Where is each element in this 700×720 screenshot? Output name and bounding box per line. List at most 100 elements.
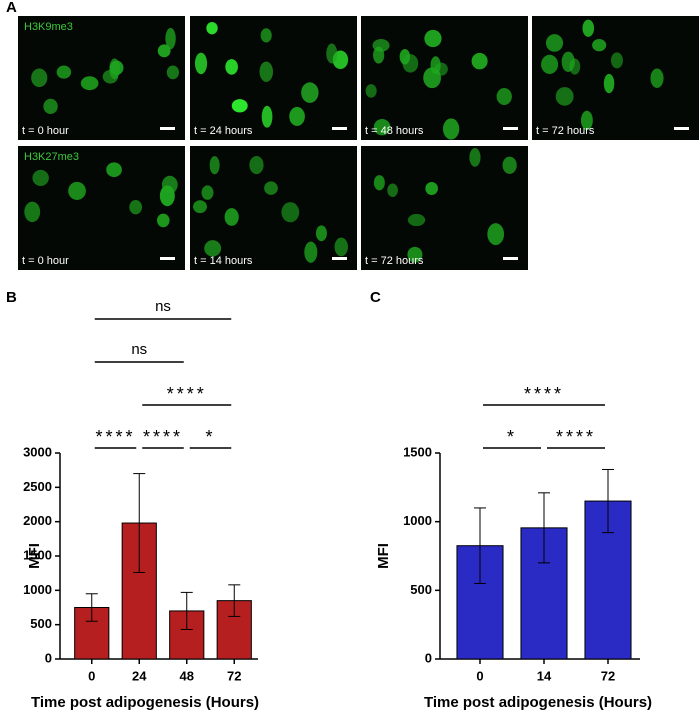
significance-label: **** (524, 384, 564, 404)
nucleus (326, 43, 338, 64)
x-tick-label: 72 (227, 668, 241, 683)
scale-bar (503, 127, 518, 130)
nucleus (201, 185, 214, 200)
nucleus (24, 201, 41, 223)
panel-label: B (6, 289, 17, 306)
nucleus (301, 82, 319, 103)
panel-label: A (6, 0, 17, 16)
scale-bar (503, 257, 518, 260)
nucleus (194, 52, 208, 75)
nucleus (304, 241, 318, 263)
x-tick-label: 14 (537, 668, 552, 683)
panel-label: C (370, 289, 381, 306)
nucleus (225, 59, 238, 75)
nucleus (261, 105, 273, 128)
significance-label: **** (556, 427, 596, 447)
nucleus (442, 118, 460, 140)
micrograph (361, 16, 528, 140)
nucleus (56, 65, 72, 79)
y-tick-label: 1500 (23, 547, 52, 562)
nucleus (496, 88, 512, 105)
time-label: t = 72 hours (365, 255, 424, 267)
stain-label: H3K9me3 (24, 21, 73, 33)
scale-bar (332, 257, 347, 260)
nucleus (281, 202, 300, 223)
nucleus (80, 76, 99, 91)
nucleus (260, 28, 272, 43)
significance-label: ns (131, 341, 147, 358)
nucleus (129, 200, 143, 215)
x-tick-label: 0 (476, 668, 483, 683)
micrograph (361, 146, 528, 270)
nucleus (373, 118, 391, 136)
nucleus (469, 147, 481, 167)
x-axis-label: Time post adipogenesis (Hours) (424, 694, 652, 711)
nucleus (289, 106, 305, 126)
nucleus (231, 99, 248, 113)
nucleus (204, 240, 222, 257)
nucleus (209, 156, 220, 175)
x-axis-label: Time post adipogenesis (Hours) (31, 694, 259, 711)
nucleus (264, 181, 278, 195)
y-tick-label: 2000 (23, 513, 52, 528)
nucleus (580, 110, 593, 131)
nucleus (603, 73, 615, 94)
micrograph (18, 146, 185, 270)
nucleus (68, 181, 86, 200)
nucleus (373, 175, 385, 191)
nucleus (193, 200, 207, 214)
scale-bar (160, 257, 175, 260)
nucleus (156, 213, 170, 228)
nucleus (423, 67, 441, 89)
nucleus (582, 19, 595, 37)
significance-label: * (205, 427, 215, 447)
scale-bar (160, 127, 175, 130)
nucleus (157, 44, 171, 58)
nucleus (32, 169, 49, 186)
nucleus (407, 213, 426, 227)
significance-label: * (507, 427, 517, 447)
nucleus (555, 87, 574, 106)
y-tick-label: 0 (45, 650, 52, 665)
nucleus (502, 156, 517, 174)
x-tick-label: 72 (601, 668, 615, 683)
stain-label: H3K27me3 (24, 151, 79, 163)
time-label: t = 48 hours (365, 125, 424, 137)
nucleus (109, 60, 124, 75)
scale-bar (674, 127, 689, 130)
time-label: t = 24 hours (194, 125, 253, 137)
nucleus (31, 68, 48, 88)
time-label: t = 0 hour (22, 125, 69, 137)
nucleus (592, 38, 607, 52)
y-tick-label: 1000 (23, 582, 52, 597)
nucleus (425, 181, 438, 195)
nucleus (402, 54, 419, 73)
significance-label: ns (155, 298, 171, 315)
y-tick-label: 500 (30, 616, 52, 631)
nucleus (650, 68, 664, 88)
nucleus (166, 65, 180, 80)
nucleus (545, 34, 564, 52)
nucleus (315, 225, 327, 242)
nucleus (224, 208, 239, 226)
nucleus (365, 84, 377, 98)
nucleus (259, 61, 274, 82)
scale-bar (332, 127, 347, 130)
nucleus (334, 237, 348, 257)
nucleus (165, 27, 176, 50)
nucleus (161, 175, 178, 194)
y-tick-label: 2500 (23, 479, 52, 494)
y-tick-label: 1000 (403, 513, 432, 528)
y-axis-label: MFI (26, 543, 43, 569)
time-label: t = 14 hours (194, 255, 253, 267)
nucleus (249, 156, 264, 175)
nucleus (424, 29, 442, 48)
time-label: t = 72 hours (536, 125, 595, 137)
nucleus (407, 246, 423, 263)
significance-label: **** (95, 427, 135, 447)
micrograph (190, 16, 357, 140)
x-tick-label: 48 (180, 668, 194, 683)
nucleus (206, 21, 218, 35)
x-tick-label: 0 (88, 668, 95, 683)
